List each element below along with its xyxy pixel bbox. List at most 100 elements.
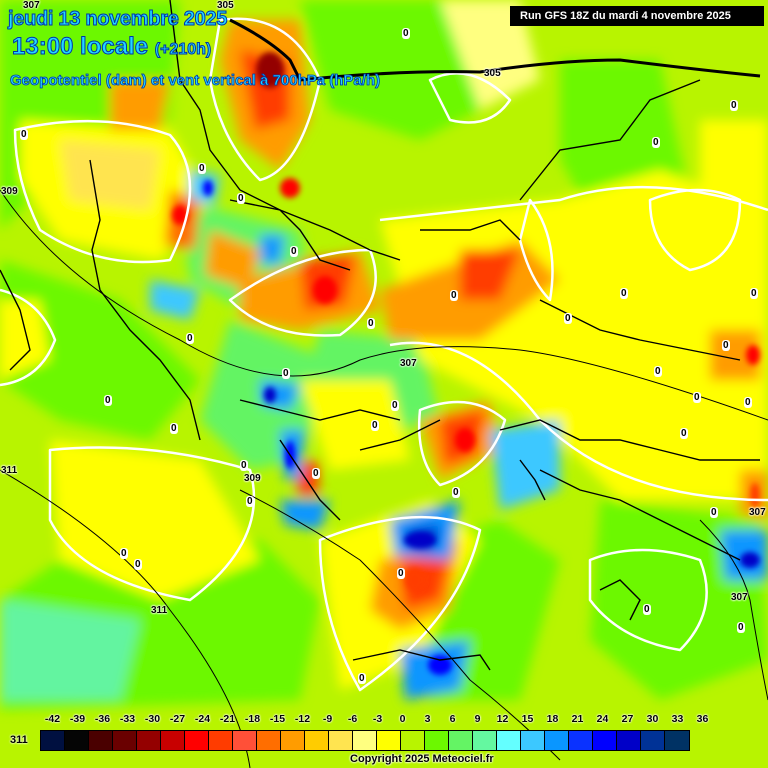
- legend-color-cell: [209, 731, 233, 750]
- zero-contour-label: 0: [358, 673, 366, 684]
- zero-contour-label: 0: [282, 368, 290, 379]
- forecast-local-time: 13:00 locale: [11, 33, 149, 61]
- zero-contour-label: 0: [620, 288, 628, 299]
- isoline-value-label: 311: [151, 605, 168, 616]
- isoline-value-label: 311: [1, 465, 18, 476]
- legend-color-cell: [569, 731, 593, 750]
- legend-color-cell: [305, 731, 329, 750]
- zero-contour-label: 0: [643, 604, 651, 615]
- zero-contour-label: 0: [680, 428, 688, 439]
- zero-contour-label: 0: [120, 548, 128, 559]
- legend-color-cell: [665, 731, 689, 750]
- legend-color-cell: [473, 731, 497, 750]
- legend-color-cell: [161, 731, 185, 750]
- legend-color-cell: [113, 731, 137, 750]
- legend-tick: 3: [424, 713, 431, 725]
- isoline-value-label: 307: [400, 358, 417, 369]
- zero-contour-label: 0: [312, 468, 320, 479]
- zero-contour-label: 0: [367, 318, 375, 329]
- coastlines: [0, 0, 760, 671]
- legend-tick: -18: [244, 713, 261, 725]
- parameter-title: Geopotentiel (dam) et vent vertical à 70…: [10, 72, 381, 90]
- legend-color-cell: [401, 731, 425, 750]
- zero-contour-label: 0: [371, 420, 379, 431]
- legend-tick: -27: [169, 713, 186, 725]
- isoline-value-label: 305: [484, 68, 501, 79]
- legend-color-cell: [449, 731, 473, 750]
- zero-contour-label: 0: [744, 397, 752, 408]
- legend-tick: 24: [596, 713, 609, 725]
- legend-tick: 21: [571, 713, 584, 725]
- isoline-value-label: 307: [749, 507, 766, 518]
- legend-tick: 27: [621, 713, 634, 725]
- legend-color-cell: [281, 731, 305, 750]
- legend-tick: -9: [322, 713, 333, 725]
- legend-tick: 0: [399, 713, 406, 725]
- legend-tick: -15: [269, 713, 286, 725]
- zero-contour-label: 0: [564, 313, 572, 324]
- zero-contour-label: 0: [290, 246, 298, 257]
- zero-contour-label: 0: [240, 460, 248, 471]
- zero-contour-label: 0: [730, 100, 738, 111]
- legend-tick: 30: [646, 713, 659, 725]
- legend-tick-labels: -42 -39 -36 -33 -30 -27 -24 -21 -18 -15 -12 -9 -6 -3 0…: [40, 713, 715, 725]
- model-run-info: Run GFS 18Z du mardi 4 novembre 2025: [510, 6, 764, 26]
- legend-color-cell: [65, 731, 89, 750]
- legend-color-cell: [257, 731, 281, 750]
- legend-tick: -39: [69, 713, 86, 725]
- zero-contour-label: 0: [402, 28, 410, 39]
- legend-tick: 33: [671, 713, 684, 725]
- isoline-value-label: 307: [23, 0, 40, 11]
- legend-color-cell: [617, 731, 641, 750]
- isoline-value-label: 305: [217, 0, 234, 11]
- legend-color-cell: [329, 731, 353, 750]
- zero-contour-label: 0: [391, 400, 399, 411]
- legend-tick: -6: [347, 713, 358, 725]
- legend-tick: -30: [144, 713, 161, 725]
- legend-color-cell: [41, 731, 65, 750]
- legend-tick: -42: [44, 713, 61, 725]
- forecast-time: 13:00 locale (+210h): [11, 33, 212, 61]
- forecast-date: jeudi 13 novembre 2025: [7, 8, 228, 31]
- legend-tick: 18: [546, 713, 559, 725]
- copyright: Copyright 2025 Meteociel.fr: [350, 753, 494, 765]
- legend-tick: 6: [449, 713, 456, 725]
- legend-color-cell: [233, 731, 257, 750]
- legend-tick: 36: [696, 713, 709, 725]
- legend-tick: -36: [94, 713, 111, 725]
- zero-contour-label: 0: [397, 568, 405, 579]
- zero-contour-label: 0: [198, 163, 206, 174]
- zero-contour-label: 0: [104, 395, 112, 406]
- zero-contour-label: 0: [710, 507, 718, 518]
- vertical-velocity-field: [0, 0, 768, 710]
- zero-contour-label: 0: [693, 392, 701, 403]
- isoline-305: [229, 18, 761, 82]
- zero-contour-label: 0: [246, 496, 254, 507]
- zero-contour-label: 0: [134, 559, 142, 570]
- isoline-value-label: 309: [1, 186, 18, 197]
- zero-contour-label: 0: [170, 423, 178, 434]
- legend-tick: -12: [294, 713, 311, 725]
- legend-tick: 9: [474, 713, 481, 725]
- legend-color-cell: [425, 731, 449, 750]
- zero-contour-label: 0: [737, 622, 745, 633]
- isoline-value-label: 307: [731, 592, 748, 603]
- legend-tick: -21: [219, 713, 236, 725]
- zero-contour-label: 0: [450, 290, 458, 301]
- zero-contour-label: 0: [237, 193, 245, 204]
- legend-tick: -33: [119, 713, 136, 725]
- legend-color-cell: [89, 731, 113, 750]
- zero-contour-label: 0: [722, 340, 730, 351]
- zero-contour-label: 0: [186, 333, 194, 344]
- legend-color-cell: [377, 731, 401, 750]
- legend-tick: -24: [194, 713, 211, 725]
- zero-contour-label: 0: [452, 487, 460, 498]
- legend-color-cell: [593, 731, 617, 750]
- legend-color-cell: [545, 731, 569, 750]
- legend-tick: 15: [521, 713, 534, 725]
- legend-color-cell: [641, 731, 665, 750]
- forecast-lead-time: (+210h): [154, 41, 212, 59]
- legend-color-cell: [137, 731, 161, 750]
- legend-color-cell: [497, 731, 521, 750]
